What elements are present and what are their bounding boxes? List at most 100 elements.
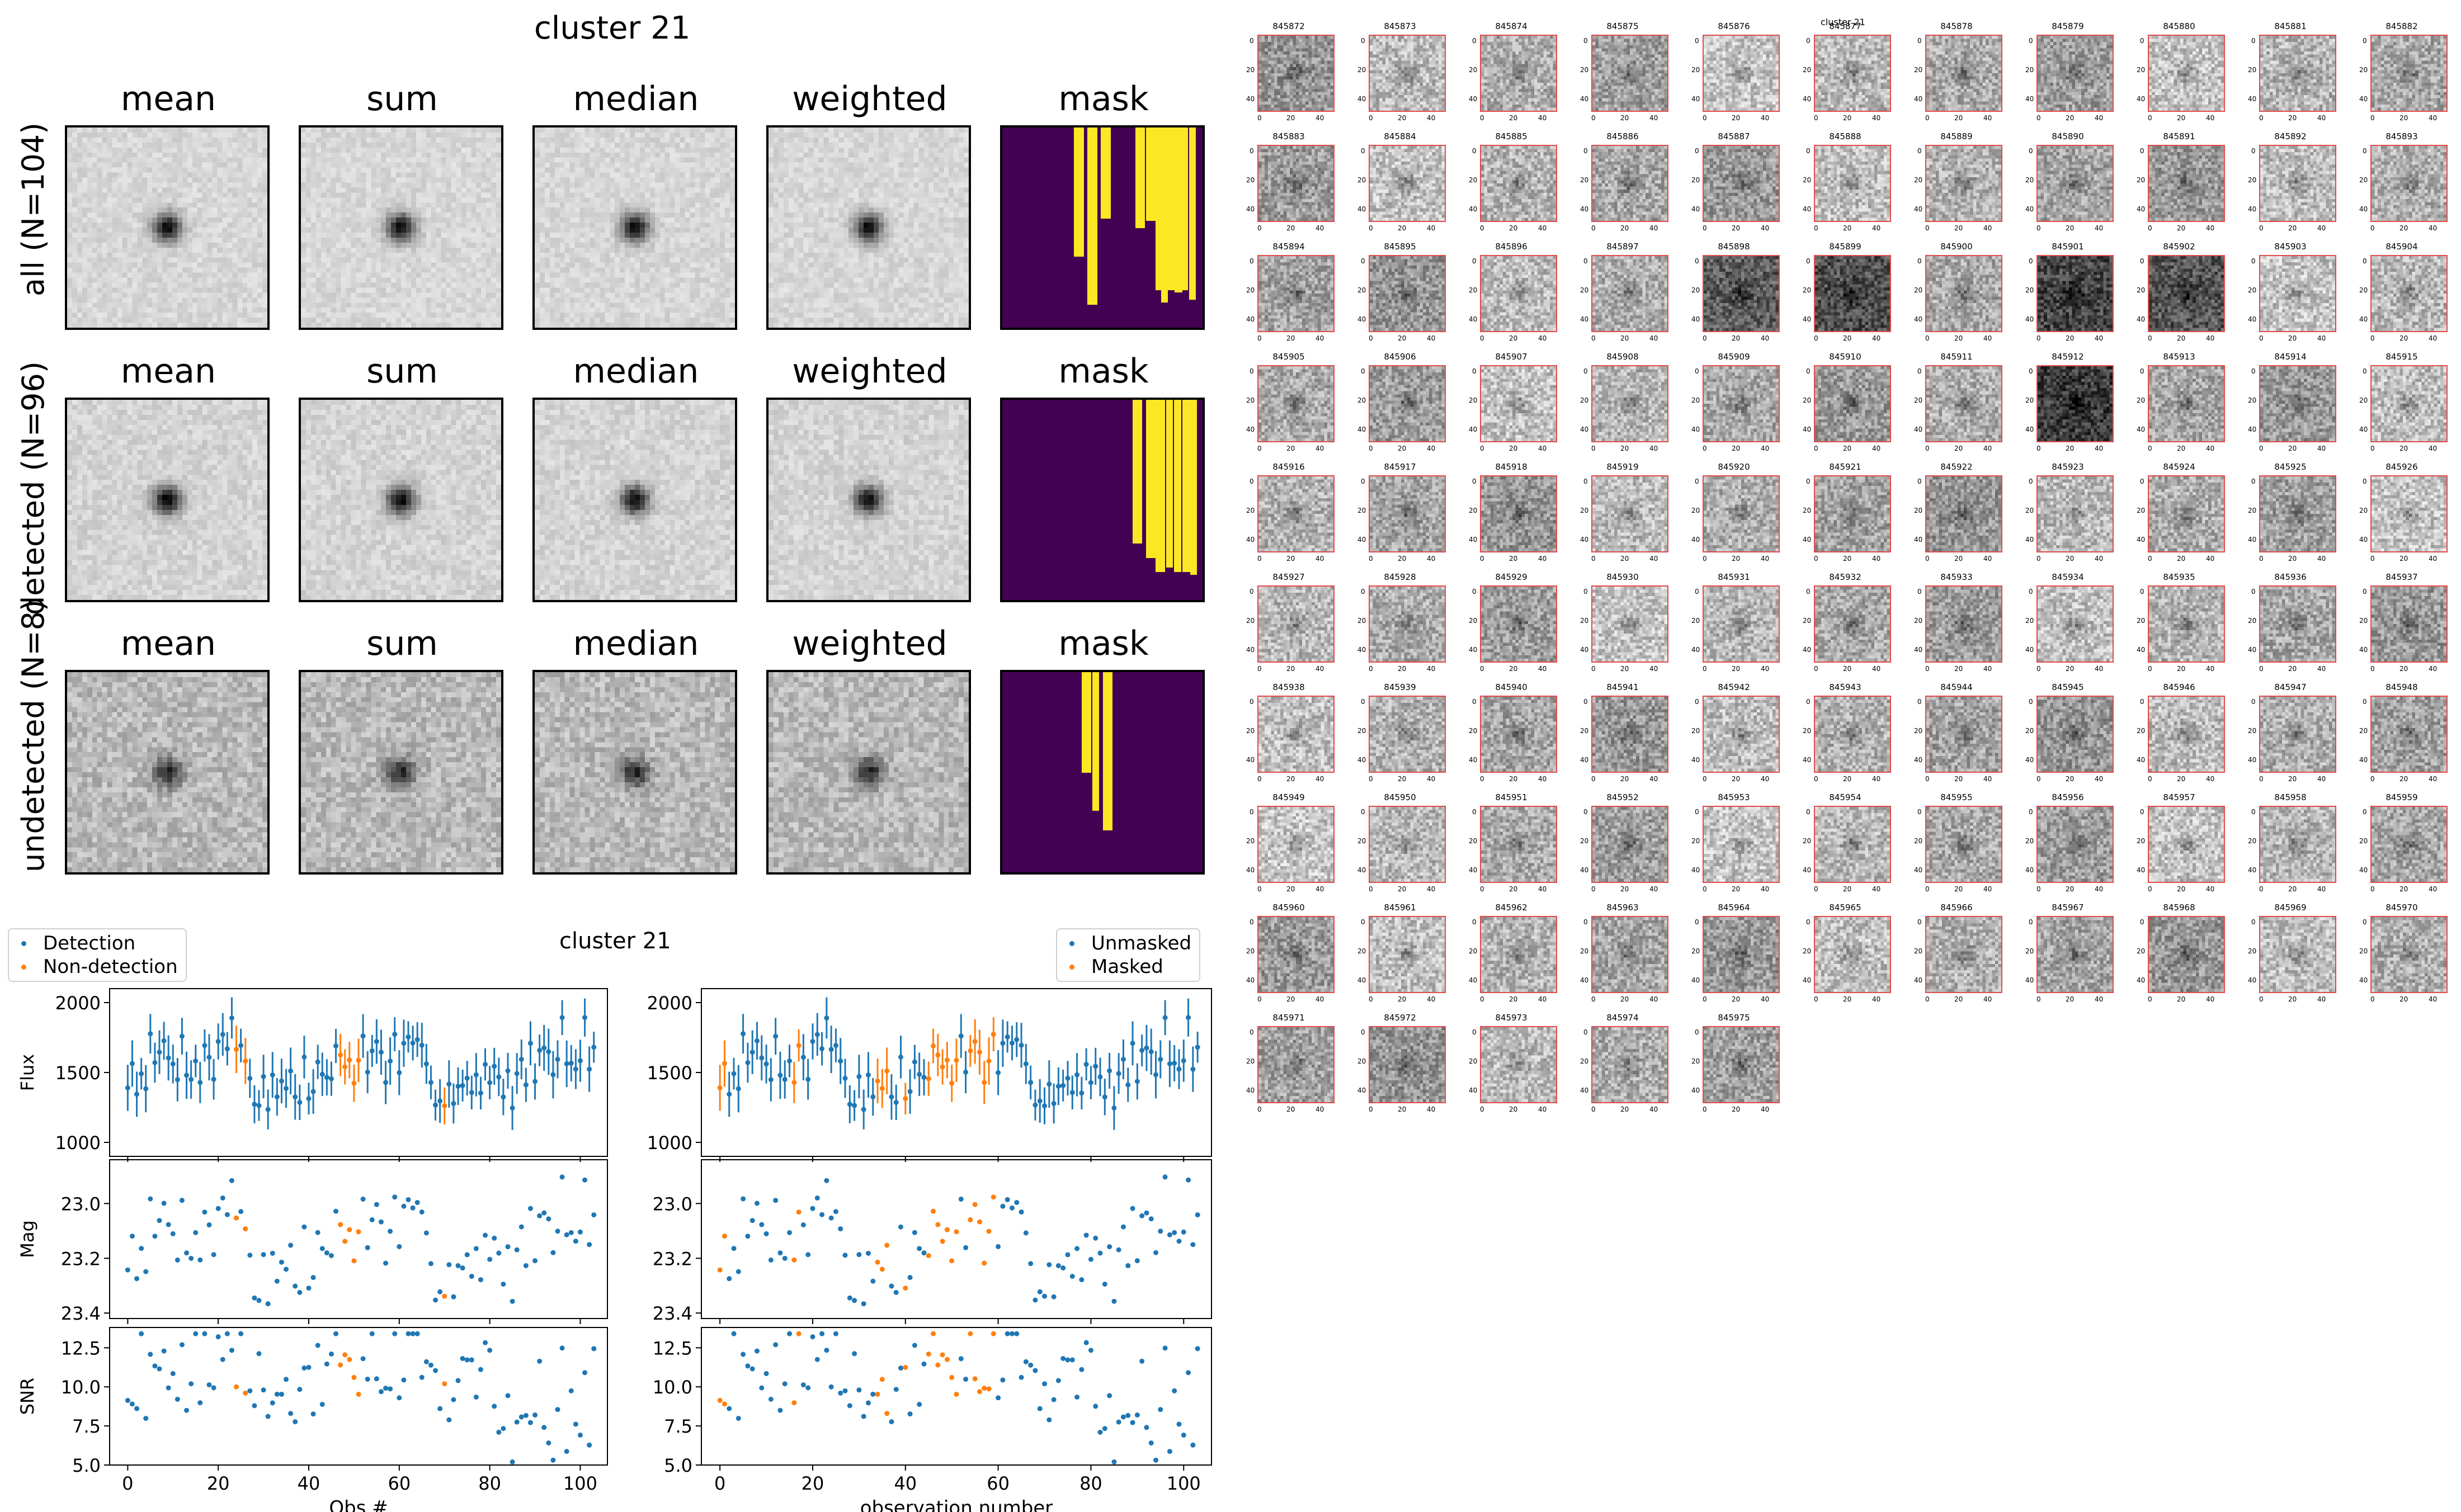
tile-x-tick: 40 — [1316, 665, 1324, 673]
tile-x-tick: 40 — [2429, 224, 2437, 232]
data-point — [894, 1100, 899, 1105]
data-point — [889, 1419, 894, 1424]
tile-x-tick: 40 — [2317, 445, 2326, 452]
data-point — [392, 1331, 397, 1336]
tile-y-tick: 40 — [2025, 95, 2034, 103]
tile-y-tick: 0 — [1695, 147, 1699, 155]
tile-x-tick: 20 — [2399, 555, 2408, 563]
tile-y-tick: 20 — [2359, 617, 2368, 625]
tile-x-tick: 20 — [2288, 995, 2297, 1003]
tile-x-tick: 40 — [1761, 445, 1769, 452]
data-point — [805, 1077, 810, 1082]
data-point — [1070, 1090, 1075, 1095]
stacked-stamp-mean — [65, 670, 270, 875]
tile-x-tick: 40 — [1538, 555, 1547, 563]
tile-x-tick: 0 — [2148, 995, 2152, 1003]
tile-y-tick: 20 — [1914, 617, 1922, 625]
data-point — [528, 1420, 533, 1425]
tile-id: 845935 — [2132, 572, 2226, 582]
tile-x-tick: 0 — [1257, 775, 1262, 783]
tile-image — [2259, 365, 2336, 442]
tile-id: 845924 — [2132, 462, 2226, 472]
tile-y-tick: 20 — [1691, 176, 1700, 184]
tile-y-tick: 0 — [2363, 37, 2367, 45]
x-tick-label: 0 — [714, 1473, 725, 1494]
tile-y-tick: 40 — [1691, 205, 1700, 213]
tile-x-tick: 20 — [2066, 995, 2074, 1003]
tile-x-tick: 40 — [1649, 334, 1658, 342]
data-point — [157, 1366, 162, 1371]
data-point — [591, 1045, 596, 1050]
data-point — [166, 1055, 171, 1060]
tile-image — [1369, 696, 1446, 773]
data-point — [257, 1298, 262, 1303]
data-point — [356, 1229, 361, 1234]
data-point — [474, 1072, 479, 1078]
tile-id: 845898 — [1687, 242, 1781, 252]
data-point — [569, 1388, 574, 1393]
tile-x-tick: 20 — [1509, 334, 1517, 342]
data-point — [1153, 1250, 1158, 1255]
tile-id: 845920 — [1687, 462, 1781, 472]
data-point — [777, 1250, 782, 1255]
tile-id: 845891 — [2132, 131, 2226, 141]
data-point — [1056, 1378, 1061, 1383]
tile-y-tick: 40 — [1691, 976, 1700, 984]
tile-y-tick: 40 — [1469, 426, 1477, 433]
data-point — [134, 1276, 139, 1281]
tile-x-tick: 40 — [1538, 1105, 1547, 1113]
tile-y-tick: 20 — [2137, 727, 2145, 735]
tile-y-tick: 20 — [2137, 507, 2145, 514]
tile-y-tick: 20 — [1580, 396, 1588, 404]
tile-id: 845951 — [1464, 792, 1558, 802]
mask-bar — [1181, 127, 1188, 290]
legend-item-detection: Detection — [17, 932, 178, 955]
tile-y-tick: 20 — [1469, 396, 1477, 404]
data-point — [1046, 1081, 1052, 1086]
tile-image — [2036, 145, 2114, 222]
tile-id: 845904 — [2355, 242, 2449, 252]
tile-y-tick: 20 — [1469, 176, 1477, 184]
data-point — [424, 1061, 429, 1066]
data-point — [252, 1296, 257, 1301]
tile-image — [1480, 806, 1557, 883]
tile-y-tick: 40 — [2137, 536, 2145, 544]
data-point — [546, 1216, 551, 1221]
tile-y-tick: 40 — [2137, 95, 2145, 103]
tile-x-tick: 20 — [1954, 334, 1963, 342]
tile-x-tick: 40 — [1983, 224, 1992, 232]
tile-x-tick: 20 — [1620, 995, 1629, 1003]
tile-x-tick: 20 — [2399, 114, 2408, 122]
data-point — [411, 1206, 416, 1211]
data-point — [130, 1234, 135, 1239]
tile-x-tick: 40 — [1538, 114, 1547, 122]
data-point — [1052, 1294, 1057, 1300]
tile-x-tick: 40 — [2429, 445, 2437, 452]
data-point — [1176, 1239, 1181, 1244]
tile-y-tick: 0 — [1250, 478, 1254, 485]
data-point — [329, 1076, 334, 1081]
tile-y-tick: 40 — [2359, 976, 2368, 984]
tile-y-tick: 40 — [1357, 315, 1366, 323]
tile-y-tick: 0 — [1917, 698, 1922, 706]
data-point — [415, 1331, 420, 1336]
data-point — [1163, 1015, 1168, 1020]
tile-x-tick: 20 — [1286, 885, 1295, 893]
tile-id: 845879 — [2021, 21, 2115, 31]
data-point — [921, 1250, 926, 1255]
data-point — [1167, 1232, 1172, 1237]
data-point — [496, 1430, 501, 1435]
tile-y-tick: 40 — [2359, 536, 2368, 544]
tile-id: 845959 — [2355, 792, 2449, 802]
tile-x-tick: 40 — [1316, 885, 1324, 893]
tile-image — [1814, 145, 1891, 222]
tile-image — [1480, 696, 1557, 773]
data-point — [870, 1094, 875, 1099]
data-point — [1060, 1265, 1066, 1270]
tile-y-tick: 20 — [1691, 396, 1700, 404]
tile-x-tick: 40 — [2206, 555, 2214, 563]
data-point — [293, 1284, 298, 1289]
data-point — [782, 1077, 788, 1082]
tile-image — [2259, 255, 2336, 332]
data-point — [838, 1391, 843, 1396]
